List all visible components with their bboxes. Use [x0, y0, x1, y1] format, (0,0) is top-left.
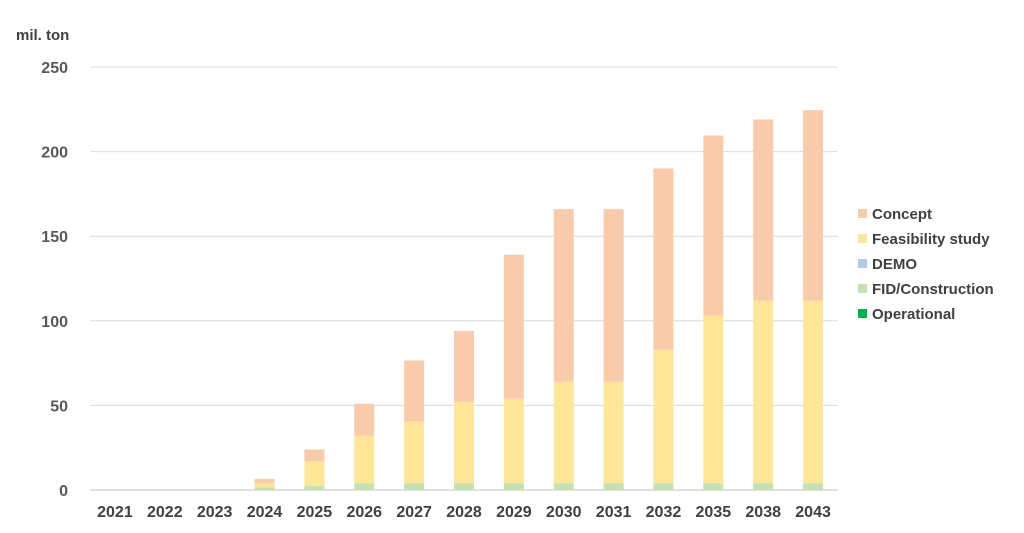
- legend-label: Operational: [872, 306, 955, 323]
- legend-label: DEMO: [872, 256, 917, 273]
- bar-fid-construction-2029: [503, 483, 524, 490]
- bar-fid-construction-2027: [404, 483, 425, 490]
- x-tick-label: 2029: [496, 504, 532, 521]
- x-tick-label: 2035: [696, 504, 732, 521]
- legend-label: Concept: [872, 206, 932, 223]
- bar-feasibility-study-2043: [803, 300, 824, 484]
- bar-concept-2032: [653, 168, 674, 350]
- bar-feasibility-study-2029: [503, 398, 524, 484]
- x-tick-label: 2022: [147, 504, 183, 521]
- bar-fid-construction-2030: [553, 483, 574, 490]
- x-tick-label: 2026: [346, 504, 382, 521]
- bar-fid-construction-2035: [703, 483, 724, 490]
- bar-concept-2026: [354, 403, 375, 436]
- bar-concept-2031: [603, 209, 624, 382]
- x-tick-label: 2025: [297, 504, 333, 521]
- bar-feasibility-study-2038: [753, 300, 774, 484]
- y-tick-label: 200: [41, 145, 68, 162]
- bar-feasibility-study-2030: [553, 381, 574, 484]
- bar-feasibility-study-2026: [354, 435, 375, 484]
- x-tick-label: 2043: [795, 504, 831, 521]
- bar-fid-construction-2032: [653, 483, 674, 490]
- legend-swatch: [858, 309, 867, 318]
- bar-concept-2029: [503, 254, 524, 399]
- x-tick-label: 2032: [646, 504, 682, 521]
- x-tick-label: 2024: [247, 504, 283, 521]
- x-tick-label: 2031: [596, 504, 632, 521]
- bar-concept-2028: [454, 330, 474, 403]
- bar-feasibility-study-2032: [653, 349, 674, 484]
- y-axis-label: mil. ton: [16, 27, 69, 44]
- bar-concept-2025: [304, 449, 325, 462]
- bar-fid-construction-2028: [454, 483, 474, 490]
- legend-swatch: [858, 259, 867, 268]
- bar-fid-construction-2025: [304, 485, 325, 490]
- y-tick-label: 0: [59, 483, 68, 500]
- x-tick-label: 2021: [97, 504, 133, 521]
- bar-concept-2035: [703, 135, 724, 316]
- x-tick-label: 2030: [546, 504, 582, 521]
- legend-swatch: [858, 209, 867, 218]
- bar-fid-construction-2043: [803, 483, 824, 490]
- bar-fid-construction-2031: [603, 483, 624, 490]
- bar-feasibility-study-2027: [404, 421, 425, 484]
- bar-fid-construction-2038: [753, 483, 774, 490]
- bar-concept-2024: [254, 479, 275, 484]
- bar-concept-2030: [553, 209, 574, 382]
- axes: 0 50 100 150 200 250 2021 2022 2023 2024 2025 2026 2…: [41, 60, 831, 521]
- bar-concept-2038: [753, 119, 774, 301]
- legend-label: Feasibility study: [872, 231, 990, 248]
- bar-feasibility-study-2025: [304, 461, 325, 486]
- legend-label: FID/Construction: [872, 281, 994, 298]
- y-tick-label: 150: [41, 229, 68, 246]
- y-tick-label: 50: [50, 398, 68, 415]
- bar-concept-2027: [404, 360, 425, 422]
- bars: [254, 110, 824, 490]
- legend-swatch: [858, 234, 867, 243]
- x-tick-label: 2038: [745, 504, 781, 521]
- bar-feasibility-study-2024: [254, 483, 275, 488]
- bar-feasibility-study-2031: [603, 381, 624, 484]
- x-tick-label: 2027: [396, 504, 432, 521]
- bar-concept-2043: [803, 110, 824, 301]
- x-tick-label: 2028: [446, 504, 482, 521]
- legend: Concept Feasibility study DEMO FID/Construc…: [858, 206, 994, 323]
- y-tick-label: 250: [41, 60, 68, 77]
- bar-feasibility-study-2028: [454, 402, 474, 484]
- bar-fid-construction-2026: [354, 483, 375, 490]
- y-tick-label: 100: [41, 314, 68, 331]
- bar-feasibility-study-2035: [703, 315, 724, 484]
- bar-fid-construction-2024: [254, 487, 275, 490]
- x-tick-label: 2023: [197, 504, 233, 521]
- legend-swatch: [858, 284, 867, 293]
